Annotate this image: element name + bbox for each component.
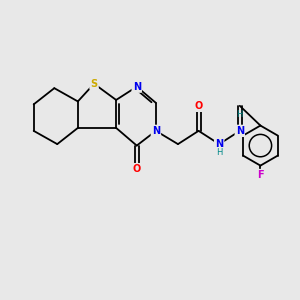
Text: N: N [152,126,160,136]
Text: O: O [133,164,141,174]
Text: S: S [91,79,98,89]
Text: O: O [194,101,203,111]
Text: H: H [216,148,222,157]
Text: H: H [237,110,243,118]
Text: N: N [215,139,223,149]
Text: N: N [133,82,141,92]
Text: N: N [236,126,244,136]
Text: F: F [257,170,264,180]
